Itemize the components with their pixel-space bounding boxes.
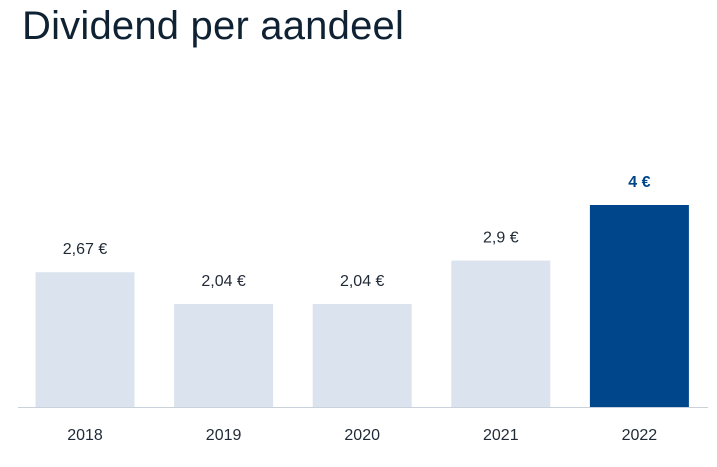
value-label-2019: 2,04 € xyxy=(201,273,246,290)
x-tick-label-2022: 2022 xyxy=(622,427,658,444)
bar-2021 xyxy=(451,260,551,407)
bar-2020 xyxy=(312,304,412,407)
value-labels-group: 2,67 € 2,04 € 2,04 € 2,9 € 4 € xyxy=(63,174,651,290)
bars-group xyxy=(35,205,689,407)
bar-2022 xyxy=(589,205,689,407)
bar-2019 xyxy=(174,304,274,407)
x-tick-labels-group: 2018 2019 2020 2021 2022 xyxy=(67,427,657,444)
x-tick-label-2019: 2019 xyxy=(206,427,242,444)
value-label-2018: 2,67 € xyxy=(63,241,108,258)
bar-2018 xyxy=(35,272,135,407)
x-tick-label-2021: 2021 xyxy=(483,427,519,444)
chart-title: Dividend per aandeel xyxy=(22,4,405,48)
value-label-2020: 2,04 € xyxy=(340,273,385,290)
x-tick-label-2020: 2020 xyxy=(344,427,380,444)
value-label-2021: 2,9 € xyxy=(483,230,519,247)
x-tick-label-2018: 2018 xyxy=(67,427,103,444)
value-label-2022: 4 € xyxy=(628,174,650,191)
